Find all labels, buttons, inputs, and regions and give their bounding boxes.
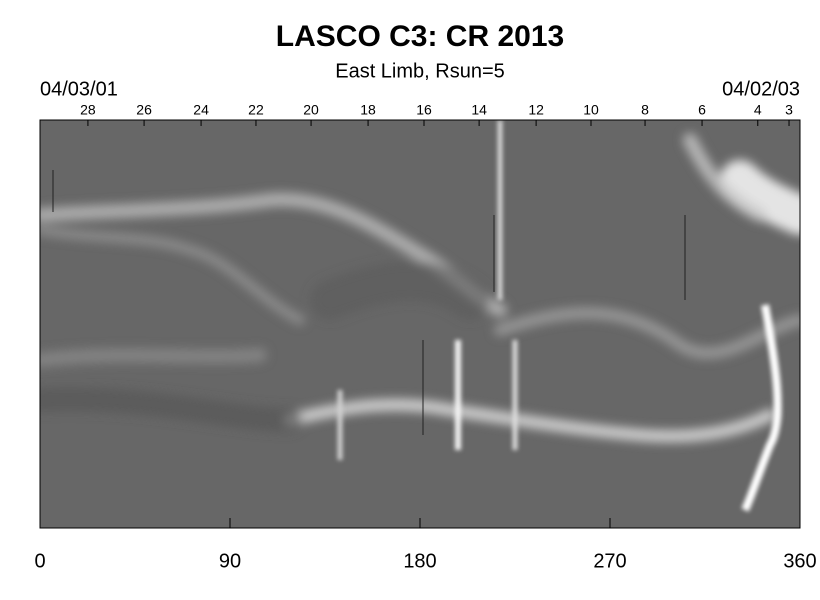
- top-day-label: 12: [528, 102, 544, 118]
- x-tick-label: 90: [219, 550, 241, 572]
- top-day-label: 28: [80, 102, 96, 118]
- top-day-label: 8: [641, 102, 649, 118]
- top-date-label: 04/03/01: [40, 78, 118, 100]
- x-tick-label: 360: [783, 550, 816, 572]
- synoptic-map: [40, 120, 800, 528]
- top-day-label: 6: [698, 102, 706, 118]
- top-day-label: 16: [416, 102, 432, 118]
- top-day-label: 18: [360, 102, 376, 118]
- top-day-label: 4: [754, 102, 762, 118]
- top-date-label: 04/02/03: [722, 78, 800, 100]
- chart-title: LASCO C3: CR 2013: [276, 20, 564, 53]
- top-day-label: 14: [471, 102, 487, 118]
- x-tick-label: 180: [403, 550, 436, 572]
- top-day-label: 22: [248, 102, 264, 118]
- top-day-label: 26: [136, 102, 152, 118]
- chart-subtitle: East Limb, Rsun=5: [335, 60, 505, 82]
- x-tick-label: 270: [593, 550, 626, 572]
- top-day-label: 10: [583, 102, 599, 118]
- top-day-label: 24: [193, 102, 209, 118]
- x-tick-label: 0: [34, 550, 45, 572]
- top-day-label: 3: [785, 102, 793, 118]
- top-day-label: 20: [303, 102, 319, 118]
